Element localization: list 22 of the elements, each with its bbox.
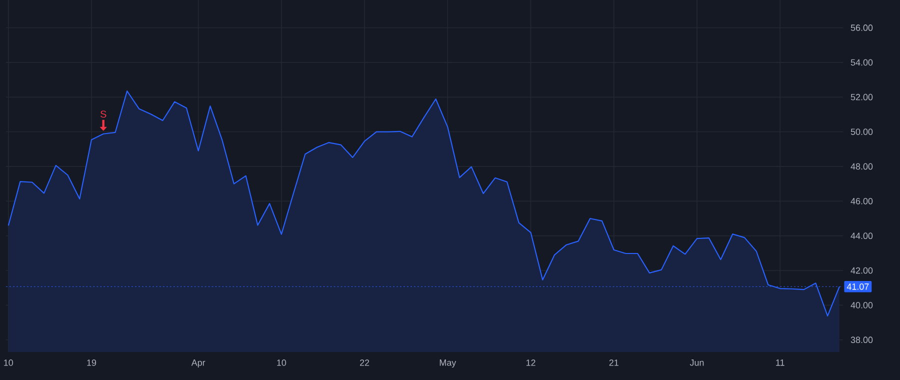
x-tick-label: 19: [87, 360, 96, 366]
x-tick-label: 22: [360, 360, 370, 366]
x-tick-label: 10: [277, 360, 286, 366]
x-tick-label: 21: [609, 360, 618, 366]
y-tick-label: 40.00: [850, 302, 873, 308]
x-tick-label: Apr: [191, 360, 206, 368]
y-tick-label: 56.00: [850, 24, 873, 31]
y-tick-label: 42.00: [850, 267, 873, 274]
y-tick-label: 54.00: [850, 59, 873, 66]
x-tick-label: May: [440, 360, 456, 368]
y-tick-label: 48.00: [850, 163, 873, 170]
y-tick-label: 46.00: [850, 198, 873, 204]
x-tick-label: 12: [526, 360, 536, 366]
y-tick-label: 50.00: [850, 128, 873, 135]
x-tick-label: 11: [776, 360, 784, 366]
y-tick-label: 52.00: [850, 94, 873, 100]
annotation: S: [100, 110, 106, 118]
y-tick-label: 38.00: [850, 336, 873, 344]
ref-line-label: 41.07: [846, 283, 869, 290]
y-tick-label: 44.00: [850, 232, 873, 239]
x-tick-label: 10: [4, 360, 14, 366]
x-tick-label: Jun: [690, 360, 704, 366]
